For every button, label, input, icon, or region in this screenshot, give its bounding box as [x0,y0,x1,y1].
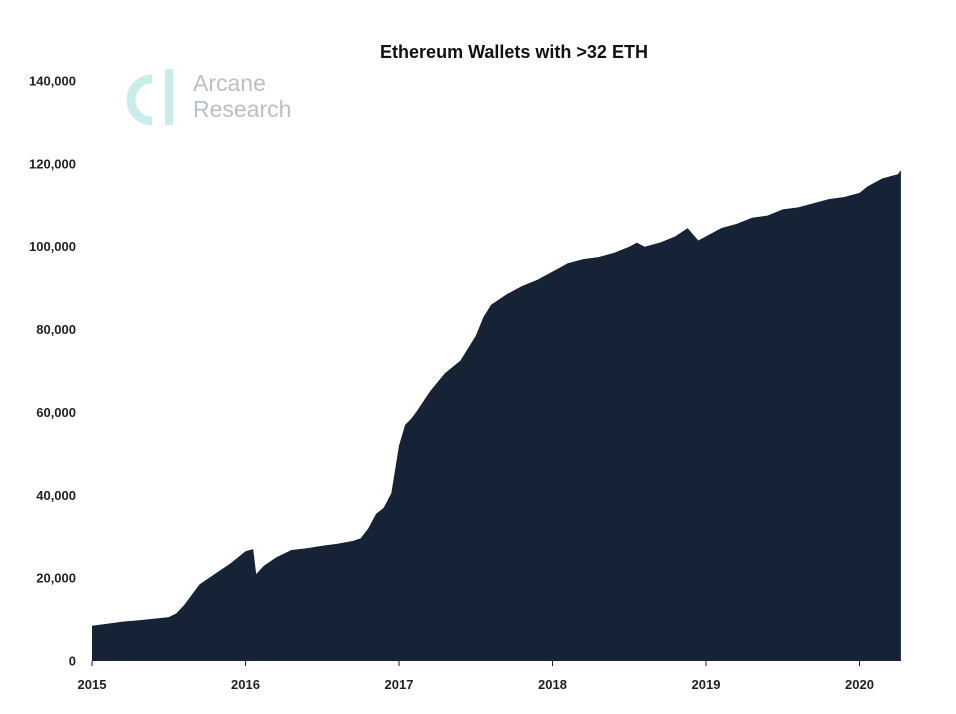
y-tick-label: 60,000 [36,405,76,420]
y-tick-label: 80,000 [36,322,76,337]
chart-title: Ethereum Wallets with >32 ETH [380,42,648,62]
x-tick-label: 2016 [231,677,260,692]
y-tick-label: 140,000 [29,74,76,89]
y-tick-label: 20,000 [36,571,76,586]
wallet-count-area [92,170,901,661]
y-tick-label: 0 [69,654,76,669]
x-tick-label: 2017 [385,677,414,692]
x-tick-label: 2019 [692,677,721,692]
logo: Arcane Research [126,69,291,126]
x-tick-label: 2018 [538,677,567,692]
x-tick-label: 2020 [845,677,874,692]
x-tick-label: 2015 [78,677,107,692]
y-tick-label: 100,000 [29,239,76,254]
y-tick-label: 40,000 [36,488,76,503]
logo-text-line1: Arcane [193,70,266,96]
arcane-logo-icon [126,69,173,126]
x-axis-ticks: 2015 2016 2017 2018 2019 2020 [78,661,874,692]
y-axis-ticks: 0 20,000 40,000 60,000 80,000 100,000 120,000 1… [29,74,76,669]
y-tick-label: 120,000 [29,156,76,171]
logo-text-line2: Research [193,96,291,122]
